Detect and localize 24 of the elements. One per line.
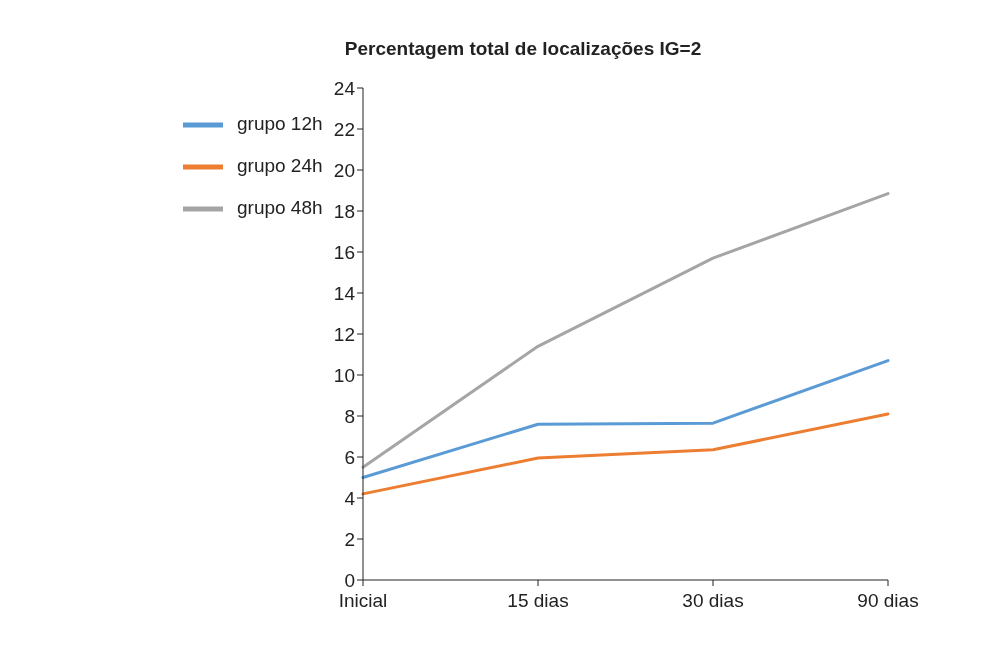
line-series [361,412,890,496]
y-tick-label: 14 [333,282,356,304]
y-tick-label: 22 [333,118,355,140]
line-series [361,192,890,469]
y-tick-label: 10 [333,364,355,386]
chart-title: Percentagem total de localizações IG=2 [343,38,703,60]
y-tick-label: 8 [344,405,355,427]
y-tick-label: 24 [333,77,356,99]
line-series [361,359,890,479]
y-tick-label: 20 [333,159,355,181]
y-tick-label: 18 [333,200,355,222]
x-tick-label: 90 dias [857,590,919,612]
y-tick-label: 6 [344,446,355,468]
y-tick-label: 4 [344,487,356,509]
x-tick-label: 15 dias [507,590,569,612]
legend-label: grupo 24h [237,155,323,176]
legend-label: grupo 12h [237,113,323,134]
y-tick-label: 0 [344,569,355,591]
legend-label: grupo 48h [237,197,323,218]
y-tick-label: 16 [333,241,355,263]
y-tick-label: 2 [344,528,355,550]
x-tick-label: 30 dias [682,590,744,612]
x-tick-label: Inicial [338,590,388,612]
y-tick-label: 12 [333,323,355,345]
